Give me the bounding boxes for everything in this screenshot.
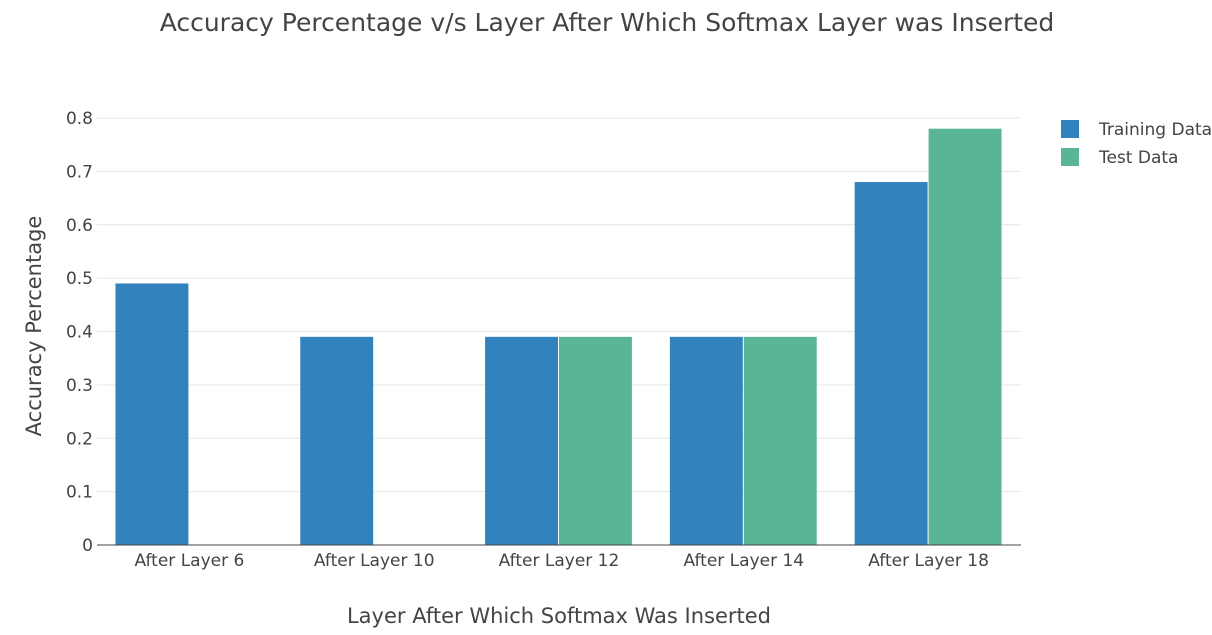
bar-test-data[interactable] [928, 128, 1002, 546]
x-axis-title: Layer After Which Softmax Was Inserted [347, 604, 771, 628]
bar-training-data[interactable] [854, 182, 928, 546]
y-tick-label: 0.3 [66, 376, 93, 396]
x-tick-label: After Layer 10 [314, 551, 435, 571]
bar-training-data[interactable] [669, 336, 743, 545]
y-tick-label: 0.1 [66, 483, 93, 503]
y-axis-title: Accuracy Percentage [22, 216, 46, 437]
chart-title: Accuracy Percentage v/s Layer After Whic… [160, 8, 1055, 37]
bar-test-data[interactable] [559, 336, 632, 545]
y-tick-label: 0.7 [66, 162, 93, 182]
x-tick-label: After Layer 6 [134, 551, 244, 571]
legend[interactable]: Training Data Test Data [1061, 120, 1212, 168]
x-tick-label: After Layer 12 [499, 551, 620, 571]
y-tick-label: 0.5 [66, 269, 93, 289]
bars [115, 128, 1002, 546]
legend-swatch-test-data [1061, 148, 1079, 166]
x-tick-labels: After Layer 6 After Layer 10 After Layer 1… [134, 551, 988, 571]
bar-training-data[interactable] [115, 283, 189, 545]
y-tick-label: 0.8 [66, 109, 93, 129]
legend-label-test-data: Test Data [1098, 148, 1178, 168]
y-tick-labels: 0 0.1 0.2 0.3 0.4 0.5 0.6 0.7 0.8 [66, 109, 93, 556]
x-tick-label: After Layer 18 [868, 551, 989, 571]
y-tick-label: 0.4 [66, 323, 93, 343]
y-tick-label: 0 [82, 536, 93, 556]
y-tick-label: 0.2 [66, 429, 93, 449]
bar-training-data[interactable] [485, 336, 558, 545]
bar-training-data[interactable] [300, 336, 374, 545]
bar-test-data[interactable] [743, 336, 817, 545]
legend-label-training-data: Training Data [1098, 120, 1212, 140]
x-tick-label: After Layer 14 [683, 551, 804, 571]
legend-swatch-training-data [1061, 120, 1079, 138]
y-tick-label: 0.6 [66, 216, 93, 236]
